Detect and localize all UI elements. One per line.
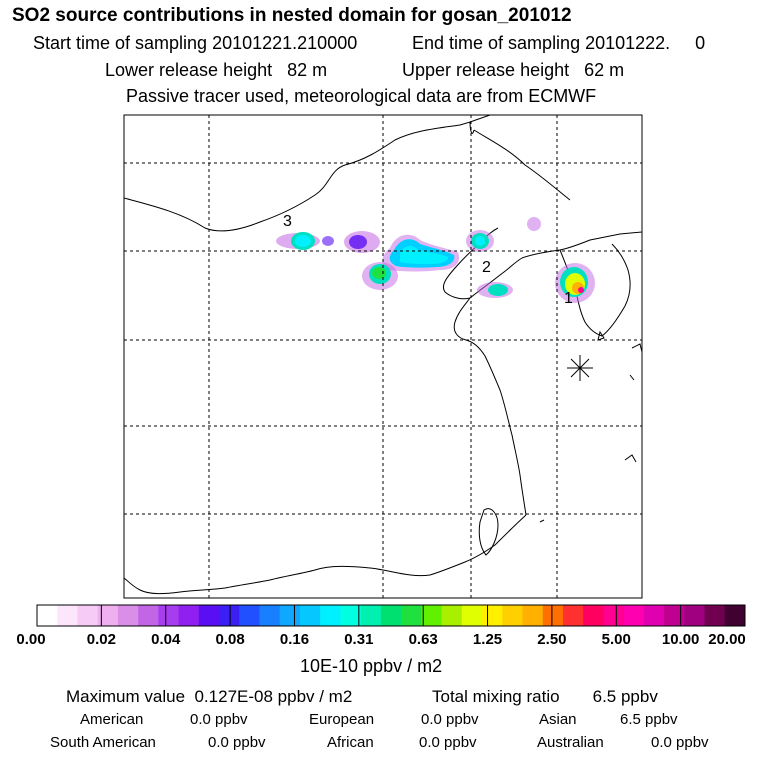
region-name-asian: Asian: [539, 711, 577, 728]
colorbar-tick-label: 20.00: [708, 631, 746, 648]
region-value-australian: 0.0 ppbv: [651, 734, 709, 751]
region-name-african: African: [327, 734, 374, 751]
colorbar-swatch: [724, 605, 746, 626]
grid-lines: [124, 115, 642, 598]
colorbar-tick-label: 0.00: [16, 631, 46, 648]
colorbar-tick-label: 5.00: [601, 631, 631, 648]
colorbar-swatch: [158, 605, 180, 626]
colorbar-tick-label: 0.63: [408, 631, 438, 648]
colorbar-swatch: [299, 605, 321, 626]
colorbar-swatch: [117, 605, 139, 626]
colorbar-swatch: [279, 605, 301, 626]
colorbar-swatch: [664, 605, 685, 626]
source-marker-3: 3: [283, 213, 292, 230]
colorbar-swatch: [704, 605, 726, 626]
region-name-european: European: [309, 711, 375, 728]
region-name-american: American: [80, 711, 144, 728]
receptor-star-icon: [567, 355, 593, 381]
region-value-south-american: 0.0 ppbv: [208, 734, 266, 751]
lower-release-label: Lower release height 82 m: [105, 60, 328, 80]
colorbar-swatch: [138, 605, 159, 626]
region-value-asian: 6.5 ppbv: [620, 711, 678, 728]
colorbar-tick-label: 0.08: [215, 631, 245, 648]
region-value-european: 0.0 ppbv: [421, 711, 479, 728]
source-marker-2: 2: [482, 259, 491, 276]
colorbar-swatch: [380, 605, 402, 626]
colorbar-swatch: [542, 605, 564, 626]
colorbar-swatch: [441, 605, 463, 626]
region-name-australian: Australian: [537, 734, 604, 751]
region-name-south-american: South American: [50, 734, 156, 751]
start-time-label: Start time of sampling 20101221.210000: [33, 33, 358, 53]
region-value-african: 0.0 ppbv: [419, 734, 477, 751]
plume: [276, 217, 595, 303]
colorbar-swatch: [360, 605, 382, 626]
colorbar-swatch: [684, 605, 706, 626]
colorbar-tick-label: 0.04: [151, 631, 181, 648]
upper-release-label: Upper release height 62 m: [402, 60, 625, 80]
source-marker-1: 1: [564, 290, 573, 307]
colorbar-units: 10E-10 ppbv / m2: [300, 656, 443, 676]
region-value-american: 0.0 ppbv: [190, 711, 248, 728]
colorbar-tick-label: 0.16: [279, 631, 310, 648]
colorbar-swatch: [198, 605, 220, 626]
colorbar-swatch: [562, 605, 584, 626]
colorbar-swatch: [320, 605, 341, 626]
colorbar: [36, 604, 746, 627]
colorbar-swatch: [522, 605, 544, 626]
colorbar-swatch: [421, 605, 443, 626]
colorbar-swatch: [219, 605, 240, 626]
colorbar-swatch: [401, 605, 422, 626]
coastlines: [124, 115, 642, 595]
total-mixing-ratio: Total mixing ratio 6.5 ppbv: [432, 687, 658, 706]
colorbar-swatch: [259, 605, 281, 626]
colorbar-swatch: [37, 605, 58, 626]
colorbar-tick-label: 0.02: [86, 631, 116, 648]
end-time-label: End time of sampling 20101222. 0: [412, 33, 706, 53]
colorbar-swatch: [482, 605, 503, 626]
colorbar-swatch: [643, 605, 665, 626]
colorbar-swatch: [340, 605, 362, 626]
colorbar-frame: [36, 604, 746, 627]
colorbar-swatch: [178, 605, 200, 626]
colorbar-tick-label: 0.31: [344, 631, 374, 648]
colorbar-tick-label: 10.00: [661, 631, 700, 648]
page-title: SO2 source contributions in nested domai…: [12, 5, 572, 26]
colorbar-swatch: [603, 605, 625, 626]
colorbar-swatch: [623, 605, 645, 626]
colorbar-swatch: [97, 605, 119, 626]
map-frame: [123, 114, 643, 599]
tracer-note: Passive tracer used, meteorological data…: [126, 86, 597, 106]
colorbar-swatch: [502, 605, 523, 626]
colorbar-swatch: [461, 605, 483, 626]
colorbar-swatch: [239, 605, 261, 626]
maximum-value: Maximum value 0.127E-08 ppbv / m2: [66, 687, 353, 706]
colorbar-swatch: [77, 605, 99, 626]
colorbar-tick-label: 2.50: [537, 631, 567, 648]
colorbar-swatch: [57, 605, 78, 626]
colorbar-tick-label: 1.25: [472, 631, 503, 648]
colorbar-swatch: [583, 605, 604, 626]
